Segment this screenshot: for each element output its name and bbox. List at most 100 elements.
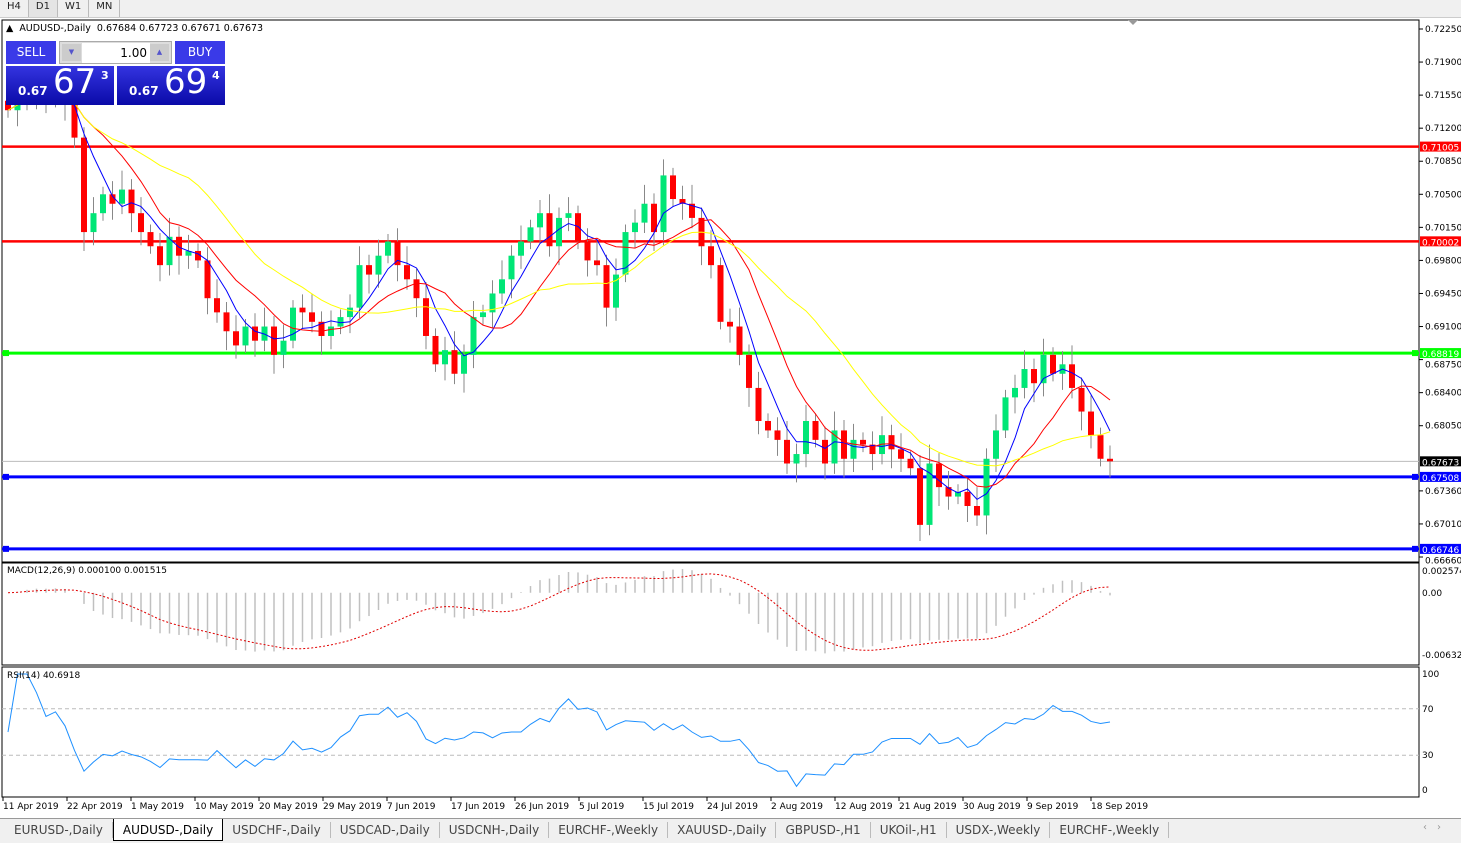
level-handle xyxy=(3,473,9,480)
symbol-tab[interactable]: UKOil-,H1 xyxy=(871,822,947,838)
price-axis-label: 0.70150 xyxy=(1425,223,1461,233)
candle-body xyxy=(812,420,819,440)
candle-body xyxy=(366,265,372,275)
symbol-tab[interactable]: EURUSD-,Daily xyxy=(5,822,113,838)
candle-body xyxy=(936,463,942,488)
candle-body xyxy=(831,430,838,464)
date-axis-label: 29 May 2019 xyxy=(323,802,382,812)
symbol-tab[interactable]: EURCHF-,Weekly xyxy=(1050,822,1170,838)
candle-body xyxy=(299,307,306,313)
date-axis-label: 1 May 2019 xyxy=(131,802,184,812)
symbol-label: AUDUSD-,Daily xyxy=(19,23,91,34)
candle-body xyxy=(708,246,714,266)
lot-size-stepper[interactable]: ▼ ▲ xyxy=(59,41,172,64)
candle-body xyxy=(1069,364,1075,388)
date-axis-label: 20 May 2019 xyxy=(259,802,318,812)
candle-body xyxy=(660,175,667,233)
candle-body xyxy=(898,449,904,459)
candle-body xyxy=(100,194,106,214)
buy-price-pip: 4 xyxy=(212,69,220,82)
candle-body xyxy=(603,265,610,308)
date-axis-label: 10 May 2019 xyxy=(195,802,254,812)
candle-body xyxy=(166,236,173,266)
buy-button[interactable]: BUY xyxy=(175,41,225,64)
price-axis-label: 0.70500 xyxy=(1425,190,1461,200)
tab-scroll-arrows-icon[interactable]: ‹› xyxy=(1423,822,1451,833)
buy-price-prefix: 0.67 xyxy=(129,84,159,98)
candle-body xyxy=(176,236,182,256)
rsi-line xyxy=(7,673,1111,788)
candle-body xyxy=(556,217,562,247)
candle-body xyxy=(318,321,325,336)
candle-body xyxy=(81,137,87,233)
symbol-tab[interactable]: XAUUSD-,Daily xyxy=(668,822,777,838)
price-axis-label: 0.71900 xyxy=(1425,58,1461,68)
sell-button[interactable]: SELL xyxy=(6,41,56,64)
timeframe-w1[interactable]: W1 xyxy=(58,0,90,17)
date-axis-label: 26 Jun 2019 xyxy=(515,802,569,812)
one-click-trading-panel: SELL ▼ ▲ BUY 0.67 67 3 0.67 69 4 xyxy=(6,41,225,105)
candle-body xyxy=(347,307,353,318)
rsi-pane xyxy=(1,666,1420,798)
candle-body xyxy=(413,279,420,299)
sell-price-pip: 3 xyxy=(101,69,109,82)
candle-body xyxy=(451,350,458,374)
candle-body xyxy=(1031,369,1037,384)
candle-body xyxy=(185,250,192,256)
candle-body xyxy=(1097,435,1104,459)
level-price-label: 0.66746 xyxy=(1422,546,1459,556)
symbol-tab[interactable]: GBPUSD-,H1 xyxy=(776,822,871,838)
rsi-axis-label: 100 xyxy=(1422,670,1439,680)
price-axis-label: 0.69100 xyxy=(1425,323,1461,333)
shift-marker-icon xyxy=(1128,20,1138,25)
level-price-label: 0.70002 xyxy=(1422,238,1459,248)
candle-body xyxy=(755,387,762,421)
symbol-tab[interactable]: USDCNH-,Daily xyxy=(440,822,550,838)
candle-body xyxy=(204,260,211,299)
candle-body xyxy=(157,246,163,266)
sell-price[interactable]: 0.67 67 3 xyxy=(6,62,114,105)
candle-body xyxy=(1088,411,1094,436)
candle-body xyxy=(641,203,648,223)
candle-body xyxy=(727,321,733,327)
candle-body xyxy=(774,430,781,440)
main-pane xyxy=(1,19,1420,563)
date-axis-label: 9 Sep 2019 xyxy=(1027,802,1079,812)
macd-pane xyxy=(1,562,1420,666)
candle-body xyxy=(689,203,695,218)
candle-body xyxy=(822,439,828,464)
moving-average-line xyxy=(7,96,1111,467)
timeframe-mn[interactable]: MN xyxy=(89,0,121,17)
price-axis-label: 0.72250 xyxy=(1425,25,1461,35)
candle-body xyxy=(527,227,534,242)
date-axis-label: 22 Apr 2019 xyxy=(67,802,123,812)
symbol-tab[interactable]: USDX-,Weekly xyxy=(947,822,1051,838)
date-axis-label: 18 Sep 2019 xyxy=(1091,802,1148,812)
symbol-tab[interactable]: USDCAD-,Daily xyxy=(331,822,440,838)
collapse-triangle-icon[interactable]: ▲ xyxy=(6,23,14,34)
symbol-tab[interactable]: EURCHF-,Weekly xyxy=(549,822,669,838)
price-chart[interactable]: 0.710050.700020.688190.675080.667460.676… xyxy=(0,18,1461,818)
decrease-lot-icon[interactable]: ▼ xyxy=(62,44,81,61)
candle-body xyxy=(784,439,790,464)
timeframe-h4[interactable]: H4 xyxy=(0,0,29,17)
date-axis-label: 2 Aug 2019 xyxy=(771,802,823,812)
symbol-tab[interactable]: AUDUSD-,Daily xyxy=(112,819,224,841)
candle-body xyxy=(955,491,961,497)
buy-price-big: 69 xyxy=(164,62,208,102)
rsi-axis-label: 0 xyxy=(1422,786,1428,796)
symbol-tab[interactable]: USDCHF-,Daily xyxy=(223,822,331,838)
ohlc-values: 0.67684 0.67723 0.67671 0.67673 xyxy=(96,23,264,34)
candle-body xyxy=(793,454,800,464)
candle-body xyxy=(1012,387,1018,398)
candle-body xyxy=(584,241,591,261)
candle-body xyxy=(128,189,135,214)
lot-size-input[interactable] xyxy=(82,43,150,63)
buy-price[interactable]: 0.67 69 4 xyxy=(117,62,225,105)
candle-body xyxy=(974,505,980,516)
level-price-label-bg xyxy=(1420,141,1461,152)
candle-body xyxy=(1107,458,1113,462)
increase-lot-icon[interactable]: ▲ xyxy=(150,44,169,61)
timeframe-d1[interactable]: D1 xyxy=(28,0,58,17)
price-axis-label: 0.68400 xyxy=(1425,389,1461,399)
